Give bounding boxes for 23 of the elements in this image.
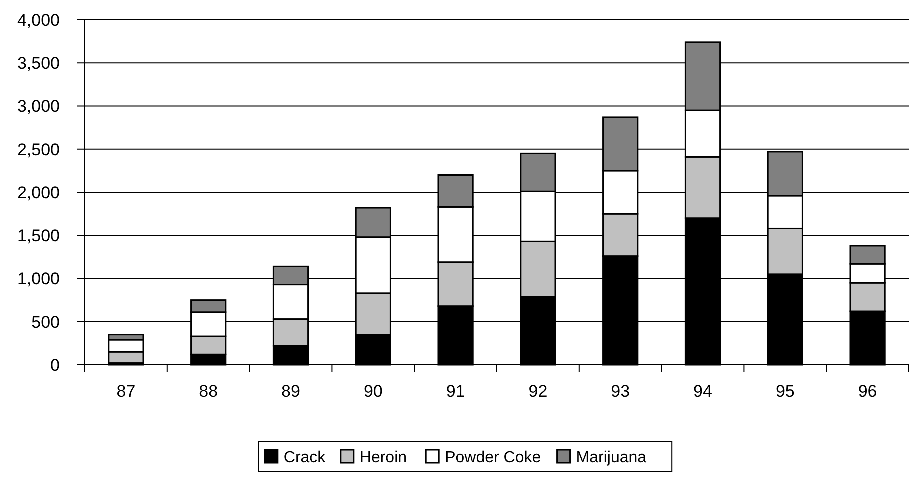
- x-tick-label: 96: [858, 382, 878, 401]
- x-tick-label: 92: [528, 382, 548, 401]
- y-tick-label: 0: [50, 356, 60, 375]
- x-tick-label: 87: [116, 382, 136, 401]
- y-tick-label: 1,000: [17, 270, 60, 289]
- x-tick-label: 93: [611, 382, 630, 401]
- x-tick-label: 94: [694, 382, 712, 401]
- legend-label: Heroin: [360, 450, 408, 467]
- x-tick-label: 90: [364, 382, 383, 401]
- legend-label: Powder Coke: [445, 450, 542, 467]
- y-tick-label: 3,500: [17, 54, 60, 74]
- y-tick-label: 500: [32, 312, 60, 332]
- y-tick-label: 1,500: [17, 226, 60, 246]
- x-tick-label: 88: [199, 382, 218, 401]
- x-tick-label: 91: [446, 382, 466, 401]
- legend-label: Marijuana: [576, 450, 647, 467]
- y-tick-label: 4,000: [17, 10, 60, 30]
- y-tick-label: 2,500: [17, 140, 60, 160]
- y-tick-label: 3,000: [17, 97, 60, 116]
- legend-label: Crack: [284, 450, 327, 467]
- y-tick-label: 2,000: [17, 183, 60, 202]
- x-tick-label: 89: [282, 382, 300, 401]
- x-tick-label: 95: [776, 382, 795, 401]
